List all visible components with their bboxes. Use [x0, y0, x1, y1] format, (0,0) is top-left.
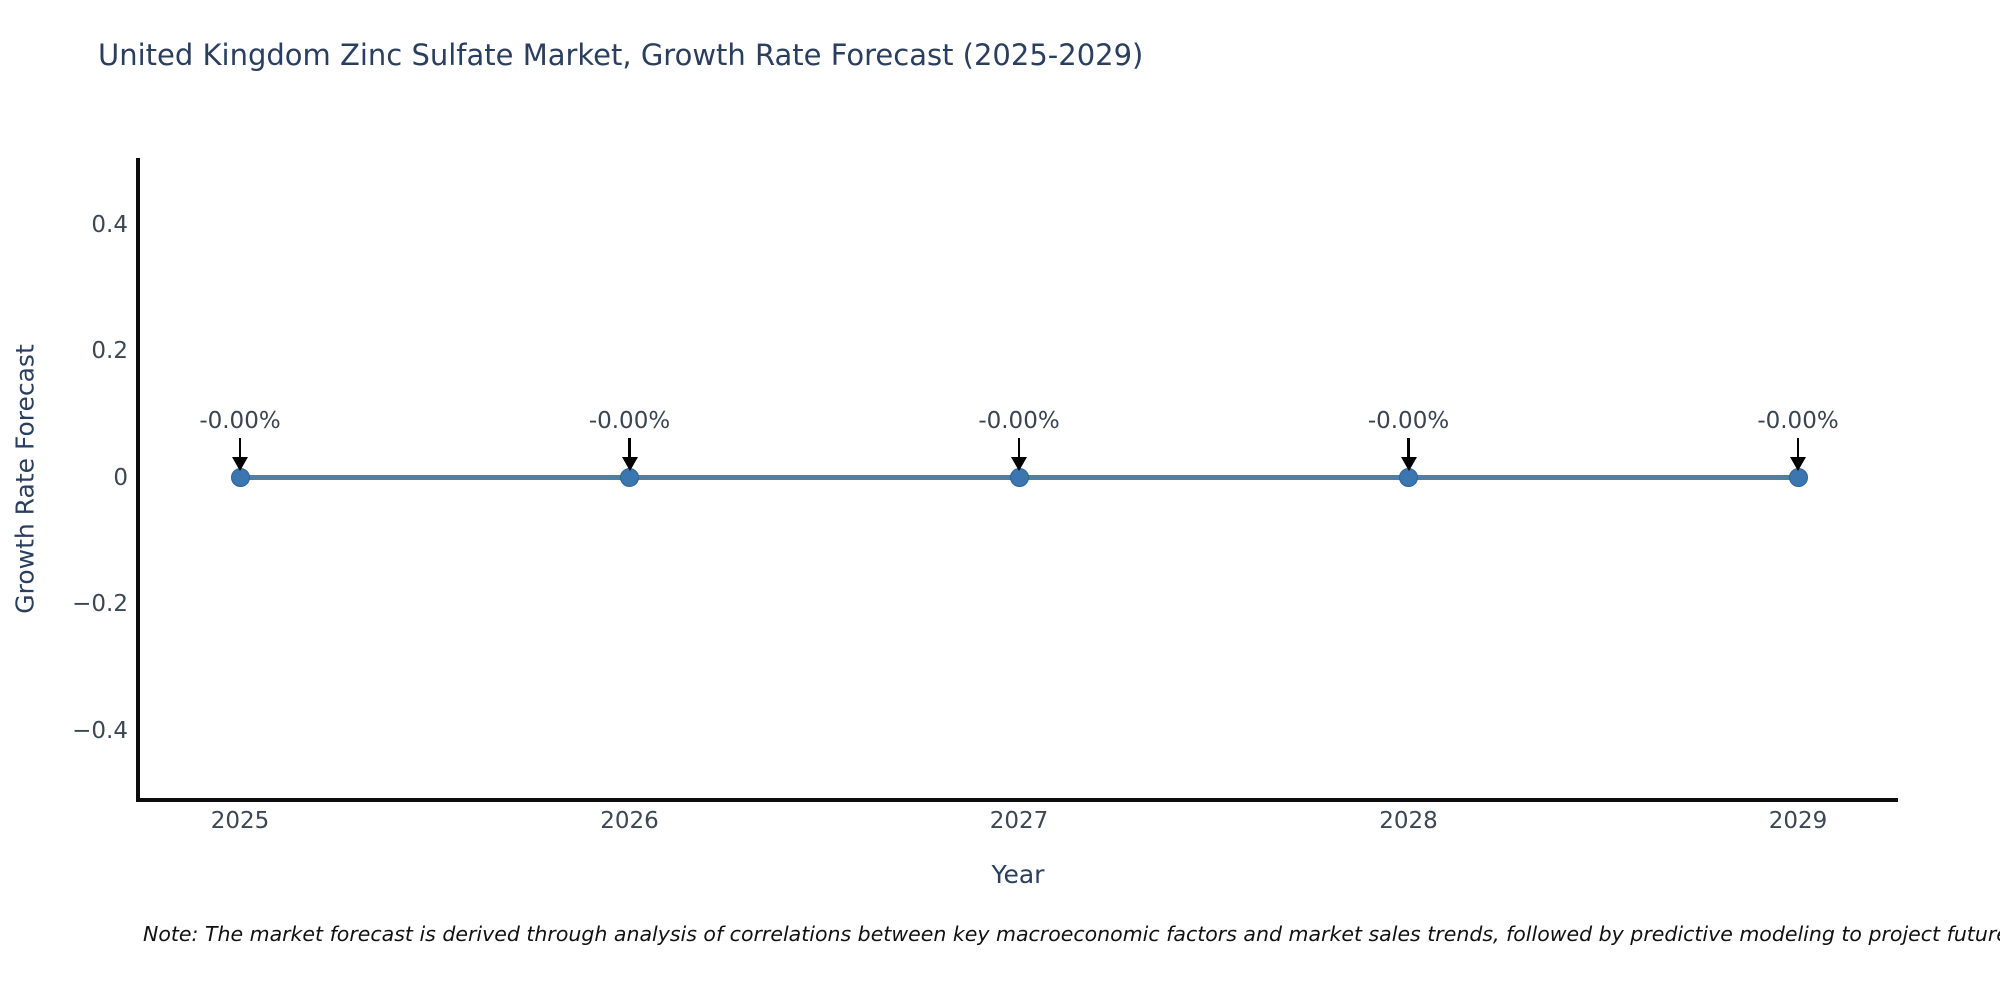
x-tick-label: 2028: [1379, 808, 1438, 834]
data-point-marker: [1399, 468, 1418, 487]
footnote: Note: The market forecast is derived thr…: [143, 922, 2000, 946]
y-tick-label: 0: [113, 464, 128, 491]
annotation-arrow-head: [1011, 456, 1027, 471]
y-tick-label: 0.4: [91, 211, 128, 238]
annotation-arrow-head: [621, 456, 638, 471]
point-value-label: -0.00%: [1367, 407, 1450, 434]
annotation-arrow-shaft: [628, 437, 631, 464]
x-tick-label: 2026: [600, 808, 659, 834]
point-value-label: -0.00%: [1757, 407, 1839, 434]
x-axis-line: [136, 798, 1898, 802]
data-point-marker: [1009, 468, 1029, 487]
annotation-arrow-head: [1400, 456, 1417, 471]
data-point-marker: [620, 468, 639, 487]
x-tick-label: 2025: [210, 808, 270, 834]
data-point-marker: [1788, 468, 1808, 487]
annotation-arrow-shaft: [1407, 437, 1410, 464]
annotation-arrow-head: [232, 456, 248, 471]
annotation-arrow-shaft: [1017, 437, 1021, 464]
annotation-arrow-shaft: [1796, 437, 1800, 464]
point-value-label: -0.00%: [978, 407, 1060, 434]
y-tick-label: −0.2: [72, 591, 128, 617]
y-tick-label: 0.2: [91, 338, 128, 364]
y-tick-label: −0.4: [72, 717, 128, 744]
annotation-arrow-head: [1790, 456, 1806, 471]
point-value-label: -0.00%: [588, 407, 671, 434]
x-tick-label: 2029: [1768, 808, 1828, 834]
x-axis-title: Year: [991, 860, 1045, 889]
data-point-marker: [230, 468, 250, 487]
annotation-arrow-shaft: [238, 437, 242, 464]
x-tick-label: 2027: [989, 808, 1049, 834]
chart-title: United Kingdom Zinc Sulfate Market, Grow…: [98, 38, 1144, 72]
y-axis-line: [136, 158, 140, 802]
point-value-label: -0.00%: [199, 407, 281, 434]
y-axis-title: Growth Rate Forecast: [10, 344, 40, 614]
